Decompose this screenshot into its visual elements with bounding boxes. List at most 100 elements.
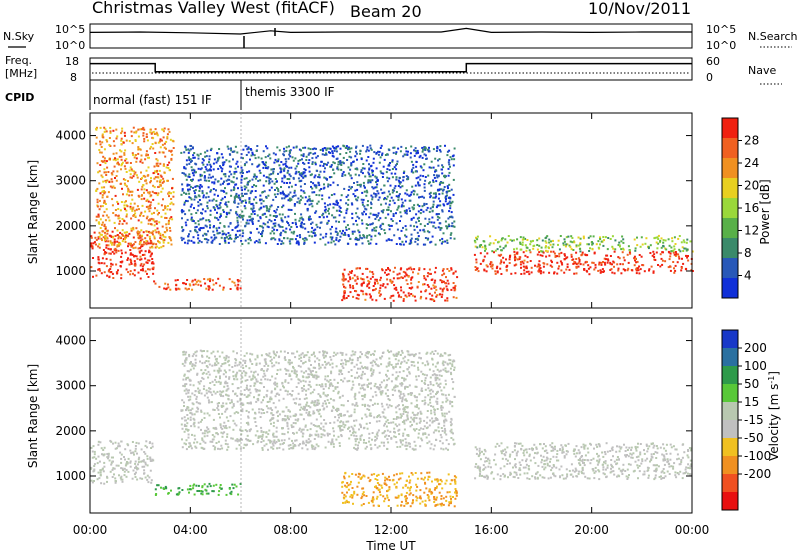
velocity-cell: [341, 394, 344, 397]
velocity-cell: [219, 381, 222, 384]
power-cell: [427, 272, 430, 275]
power-cell: [205, 287, 208, 290]
power-cell: [563, 258, 566, 261]
velocity-cell: [366, 404, 369, 407]
velocity-cell: [127, 457, 130, 460]
velocity-cell: [314, 360, 316, 363]
velocity-cell: [287, 352, 289, 354]
power-cell: [223, 225, 226, 228]
velocity-cell: [107, 452, 110, 455]
velocity-cell: [307, 373, 310, 376]
power-cell: [484, 245, 487, 248]
power-cell: [379, 226, 382, 229]
power-cell: [108, 137, 111, 139]
power-cell: [248, 219, 251, 222]
power-cell: [98, 208, 101, 211]
power-cell: [150, 240, 153, 243]
power-cell: [395, 243, 398, 245]
velocity-cell: [339, 428, 342, 431]
power-cell: [243, 164, 246, 167]
velocity-cell: [251, 408, 254, 411]
power-cell: [591, 241, 593, 243]
power-cell: [236, 216, 239, 219]
power-cell: [417, 176, 420, 179]
power-cell: [293, 189, 296, 192]
power-cell: [194, 162, 197, 165]
power-cell: [308, 159, 311, 162]
velocity-cell: [249, 358, 251, 361]
power-cell: [537, 265, 540, 268]
nave-tick-top: 60: [706, 55, 720, 68]
velocity-cell: [241, 364, 244, 367]
power-cell: [259, 241, 261, 244]
power-cell: [444, 220, 447, 223]
velocity-cell: [117, 445, 120, 448]
power-cell: [426, 223, 429, 225]
velocity-cell: [301, 352, 304, 355]
power-cell: [267, 155, 270, 158]
power-cell: [163, 287, 166, 290]
power-cell: [397, 185, 400, 187]
power-cell: [425, 289, 428, 292]
power-cell: [101, 190, 104, 193]
velocity-cell: [394, 406, 397, 409]
velocity-cell: [146, 464, 149, 467]
power-cell: [220, 166, 222, 169]
power-cell: [227, 178, 230, 181]
power-cell: [200, 241, 203, 244]
power-cell: [159, 237, 162, 239]
power-cell: [294, 194, 297, 197]
power-cell: [578, 260, 581, 263]
power-cell: [513, 253, 516, 256]
velocity-cell: [302, 442, 305, 445]
power-cell: [350, 177, 353, 180]
velocity-cell: [276, 385, 279, 388]
power-cell: [428, 218, 431, 221]
power-cell: [436, 218, 439, 221]
power-cell: [342, 296, 345, 299]
power-cell: [128, 169, 131, 172]
power-cell: [339, 230, 342, 233]
velocity-cell: [268, 352, 271, 355]
power-cell: [143, 128, 146, 131]
power-cell: [345, 195, 348, 198]
power-cell: [437, 188, 439, 191]
power-cell: [251, 221, 254, 224]
power-cell: [129, 162, 132, 164]
velocity-cell: [369, 399, 372, 401]
velocity-cell: [198, 392, 201, 394]
power-cell: [300, 223, 303, 226]
velocity-cell: [219, 382, 222, 385]
velocity-cell: [200, 446, 203, 449]
power-cell: [341, 161, 344, 164]
velocity-cell: [402, 410, 405, 413]
power-cell: [248, 236, 251, 239]
power-cell: [172, 147, 175, 149]
power-cell: [337, 163, 340, 166]
power-cell: [241, 189, 243, 192]
velocity-cell: [326, 352, 329, 355]
velocity-cell: [400, 349, 403, 352]
power-cell: [392, 146, 395, 149]
velocity-cell: [283, 433, 286, 436]
power-cell: [323, 183, 325, 186]
power-cell: [139, 247, 142, 250]
power-cell: [570, 248, 573, 251]
power-cell: [392, 151, 395, 154]
power-cell: [300, 154, 303, 157]
power-cell: [344, 233, 347, 236]
power-cell: [452, 282, 455, 284]
power-cell: [275, 216, 278, 218]
power-cell: [207, 176, 210, 179]
power-cell: [330, 165, 333, 168]
power-cell: [316, 155, 319, 158]
power-cell: [452, 296, 455, 299]
power-cell: [365, 293, 368, 296]
power-cell: [397, 147, 400, 150]
power-cell: [422, 228, 425, 231]
velocity-cell: [144, 463, 147, 466]
power-cell: [125, 200, 127, 203]
velocity-cell: [136, 468, 139, 471]
power-cell: [129, 258, 132, 261]
velocity-cell: [185, 448, 188, 451]
